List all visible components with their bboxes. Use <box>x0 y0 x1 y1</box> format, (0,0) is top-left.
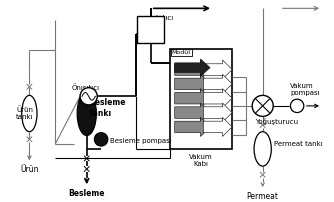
Text: Permeat tankı: Permeat tankı <box>274 141 323 147</box>
Ellipse shape <box>254 132 271 166</box>
Circle shape <box>95 133 108 146</box>
Text: Modül: Modül <box>172 50 191 55</box>
Polygon shape <box>175 74 210 94</box>
Text: Yoğuşturucu: Yoğuşturucu <box>255 118 298 125</box>
Bar <box>137 16 164 43</box>
Polygon shape <box>203 117 232 137</box>
Text: Önısıtıcı: Önısıtıcı <box>71 84 100 91</box>
Polygon shape <box>175 59 210 76</box>
Polygon shape <box>175 103 210 122</box>
Polygon shape <box>203 74 232 94</box>
Text: Isıtıcı: Isıtıcı <box>156 15 174 21</box>
Circle shape <box>80 88 97 105</box>
Circle shape <box>252 95 273 116</box>
Text: Vakum
pompası: Vakum pompası <box>291 83 320 96</box>
Text: Ürün
tankı: Ürün tankı <box>16 106 34 120</box>
Polygon shape <box>203 89 232 108</box>
Polygon shape <box>175 117 210 137</box>
Polygon shape <box>203 103 232 122</box>
Text: Besleme
tankı: Besleme tankı <box>90 98 126 118</box>
Ellipse shape <box>77 92 96 136</box>
Polygon shape <box>203 60 232 79</box>
Bar <box>170 48 232 149</box>
Circle shape <box>291 99 304 113</box>
Text: Ürün: Ürün <box>20 165 39 174</box>
Ellipse shape <box>22 95 37 132</box>
Text: Vakum
Kabı: Vakum Kabı <box>189 154 213 167</box>
Text: Permeat: Permeat <box>247 192 279 201</box>
Polygon shape <box>175 60 210 79</box>
Text: Besleme: Besleme <box>68 189 105 198</box>
Polygon shape <box>175 89 210 108</box>
Text: Besleme pompası: Besleme pompası <box>110 138 171 144</box>
